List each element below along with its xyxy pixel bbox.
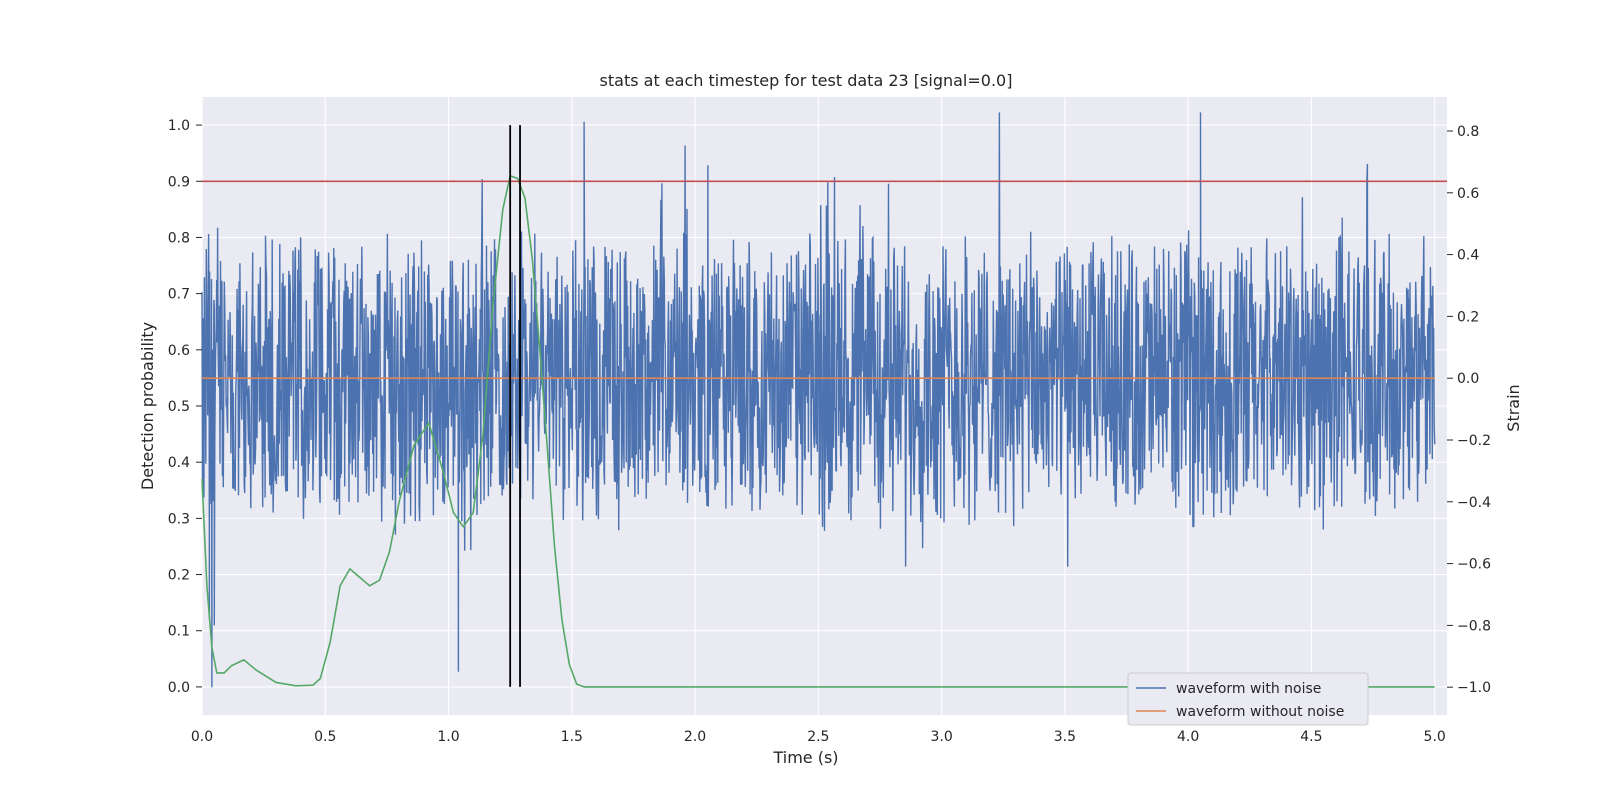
- x-tick-label: 5.0: [1424, 729, 1446, 745]
- y-right-axis-ticks: −1.0 −0.8 −0.6 −0.4 −0.2 0.0 0.2 0.4 0.6 0.8: [1447, 124, 1491, 696]
- y-left-tick-label: 0.3: [168, 511, 190, 527]
- y-right-tick-label: −0.4: [1457, 495, 1491, 511]
- x-tick-label: 0.0: [191, 729, 213, 745]
- y-right-tick-label: 0.6: [1457, 186, 1479, 202]
- x-tick-label: 3.5: [1054, 729, 1076, 745]
- legend: waveform with noise waveform without noi…: [1127, 672, 1369, 726]
- y-left-tick-label: 0.2: [168, 568, 190, 584]
- legend-box: [1127, 672, 1369, 726]
- y-left-tick-label: 0.9: [168, 174, 190, 190]
- series-detection-probability: [201, 174, 1435, 688]
- x-tick-label: 1.5: [561, 729, 583, 745]
- y-right-tick-label: −0.2: [1457, 433, 1491, 449]
- y-left-tick-label: 0.4: [168, 455, 190, 471]
- series-waveform-with-noise: [201, 112, 1436, 688]
- legend-label-clean: waveform without noise: [1176, 704, 1344, 720]
- y-right-tick-label: 0.0: [1457, 371, 1479, 387]
- x-axis-label: Time (s): [772, 748, 838, 767]
- chart-title: stats at each timestep for test data 23 …: [600, 71, 1013, 90]
- y-left-tick-label: 1.0: [168, 118, 190, 134]
- y-left-tick-label: 0.8: [168, 230, 190, 246]
- y-left-tick-label: 0.1: [168, 624, 190, 640]
- y-right-tick-label: −0.6: [1457, 557, 1491, 573]
- y-right-axis-label: Strain: [1504, 384, 1523, 431]
- x-tick-label: 0.5: [314, 729, 336, 745]
- y-right-tick-label: 0.4: [1457, 248, 1479, 264]
- x-tick-label: 4.0: [1177, 729, 1199, 745]
- y-right-tick-label: −1.0: [1457, 680, 1491, 696]
- y-right-tick-label: 0.2: [1457, 309, 1479, 325]
- x-axis-ticks: 0.0 0.5 1.0 1.5 2.0 2.5 3.0 3.5 4.0 4.5 5.0: [191, 729, 1446, 745]
- y-left-tick-label: 0.5: [168, 399, 190, 415]
- y-left-tick-label: 0.7: [168, 287, 190, 303]
- y-right-tick-label: 0.8: [1457, 124, 1479, 140]
- y-left-axis-label: Detection probability: [138, 322, 157, 490]
- y-right-tick-label: −0.8: [1457, 618, 1491, 634]
- legend-label-noise: waveform with noise: [1176, 681, 1321, 697]
- x-tick-label: 2.0: [684, 729, 706, 745]
- x-tick-label: 1.0: [437, 729, 459, 745]
- series-layer: [201, 112, 1447, 688]
- x-tick-label: 3.0: [930, 729, 952, 745]
- y-left-tick-label: 0.0: [168, 680, 190, 696]
- x-tick-label: 4.5: [1300, 729, 1322, 745]
- x-tick-label: 2.5: [807, 729, 829, 745]
- y-left-axis-ticks: 0.0 0.1 0.2 0.3 0.4 0.5 0.6 0.7 0.8 0.9 1.0: [168, 118, 202, 696]
- y-left-tick-label: 0.6: [168, 343, 190, 359]
